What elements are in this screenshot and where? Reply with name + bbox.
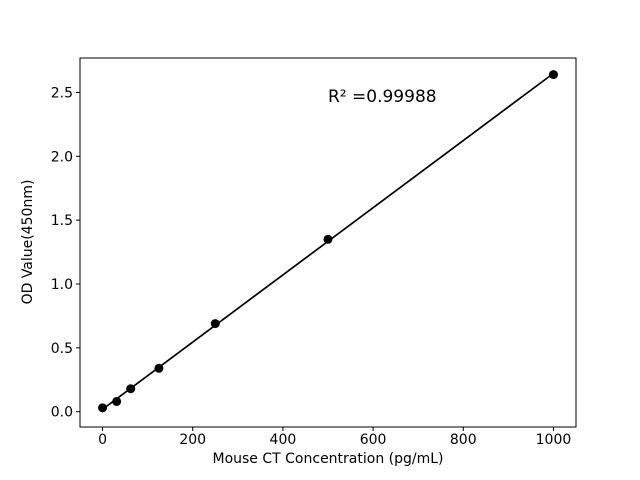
x-tick-label: 600 — [360, 432, 387, 448]
data-point — [210, 319, 220, 329]
x-tick-label: 1000 — [536, 432, 572, 448]
y-axis-label: OD Value(450nm) — [20, 179, 36, 305]
data-point — [323, 234, 333, 244]
data-point — [98, 403, 108, 413]
data-point — [154, 363, 164, 373]
x-tick-label: 0 — [98, 432, 107, 448]
data-point — [112, 396, 122, 406]
y-tick-label: 0.0 — [51, 405, 73, 421]
data-point — [126, 384, 136, 394]
y-tick-label: 0.5 — [51, 341, 73, 357]
y-tick-label: 2.0 — [51, 149, 73, 165]
plot-border — [79, 57, 577, 428]
x-tick-label: 200 — [179, 432, 206, 448]
data-point — [548, 70, 558, 80]
x-axis-label: Mouse CT Concentration (pg/mL) — [212, 451, 444, 467]
r-squared-annotation: R² =0.99988 — [328, 87, 437, 107]
y-tick-label: 2.5 — [51, 85, 73, 101]
y-tick-label: 1.0 — [51, 277, 73, 293]
x-tick-label: 400 — [270, 432, 297, 448]
x-tick-label: 800 — [450, 432, 477, 448]
y-tick-label: 1.5 — [51, 213, 73, 229]
